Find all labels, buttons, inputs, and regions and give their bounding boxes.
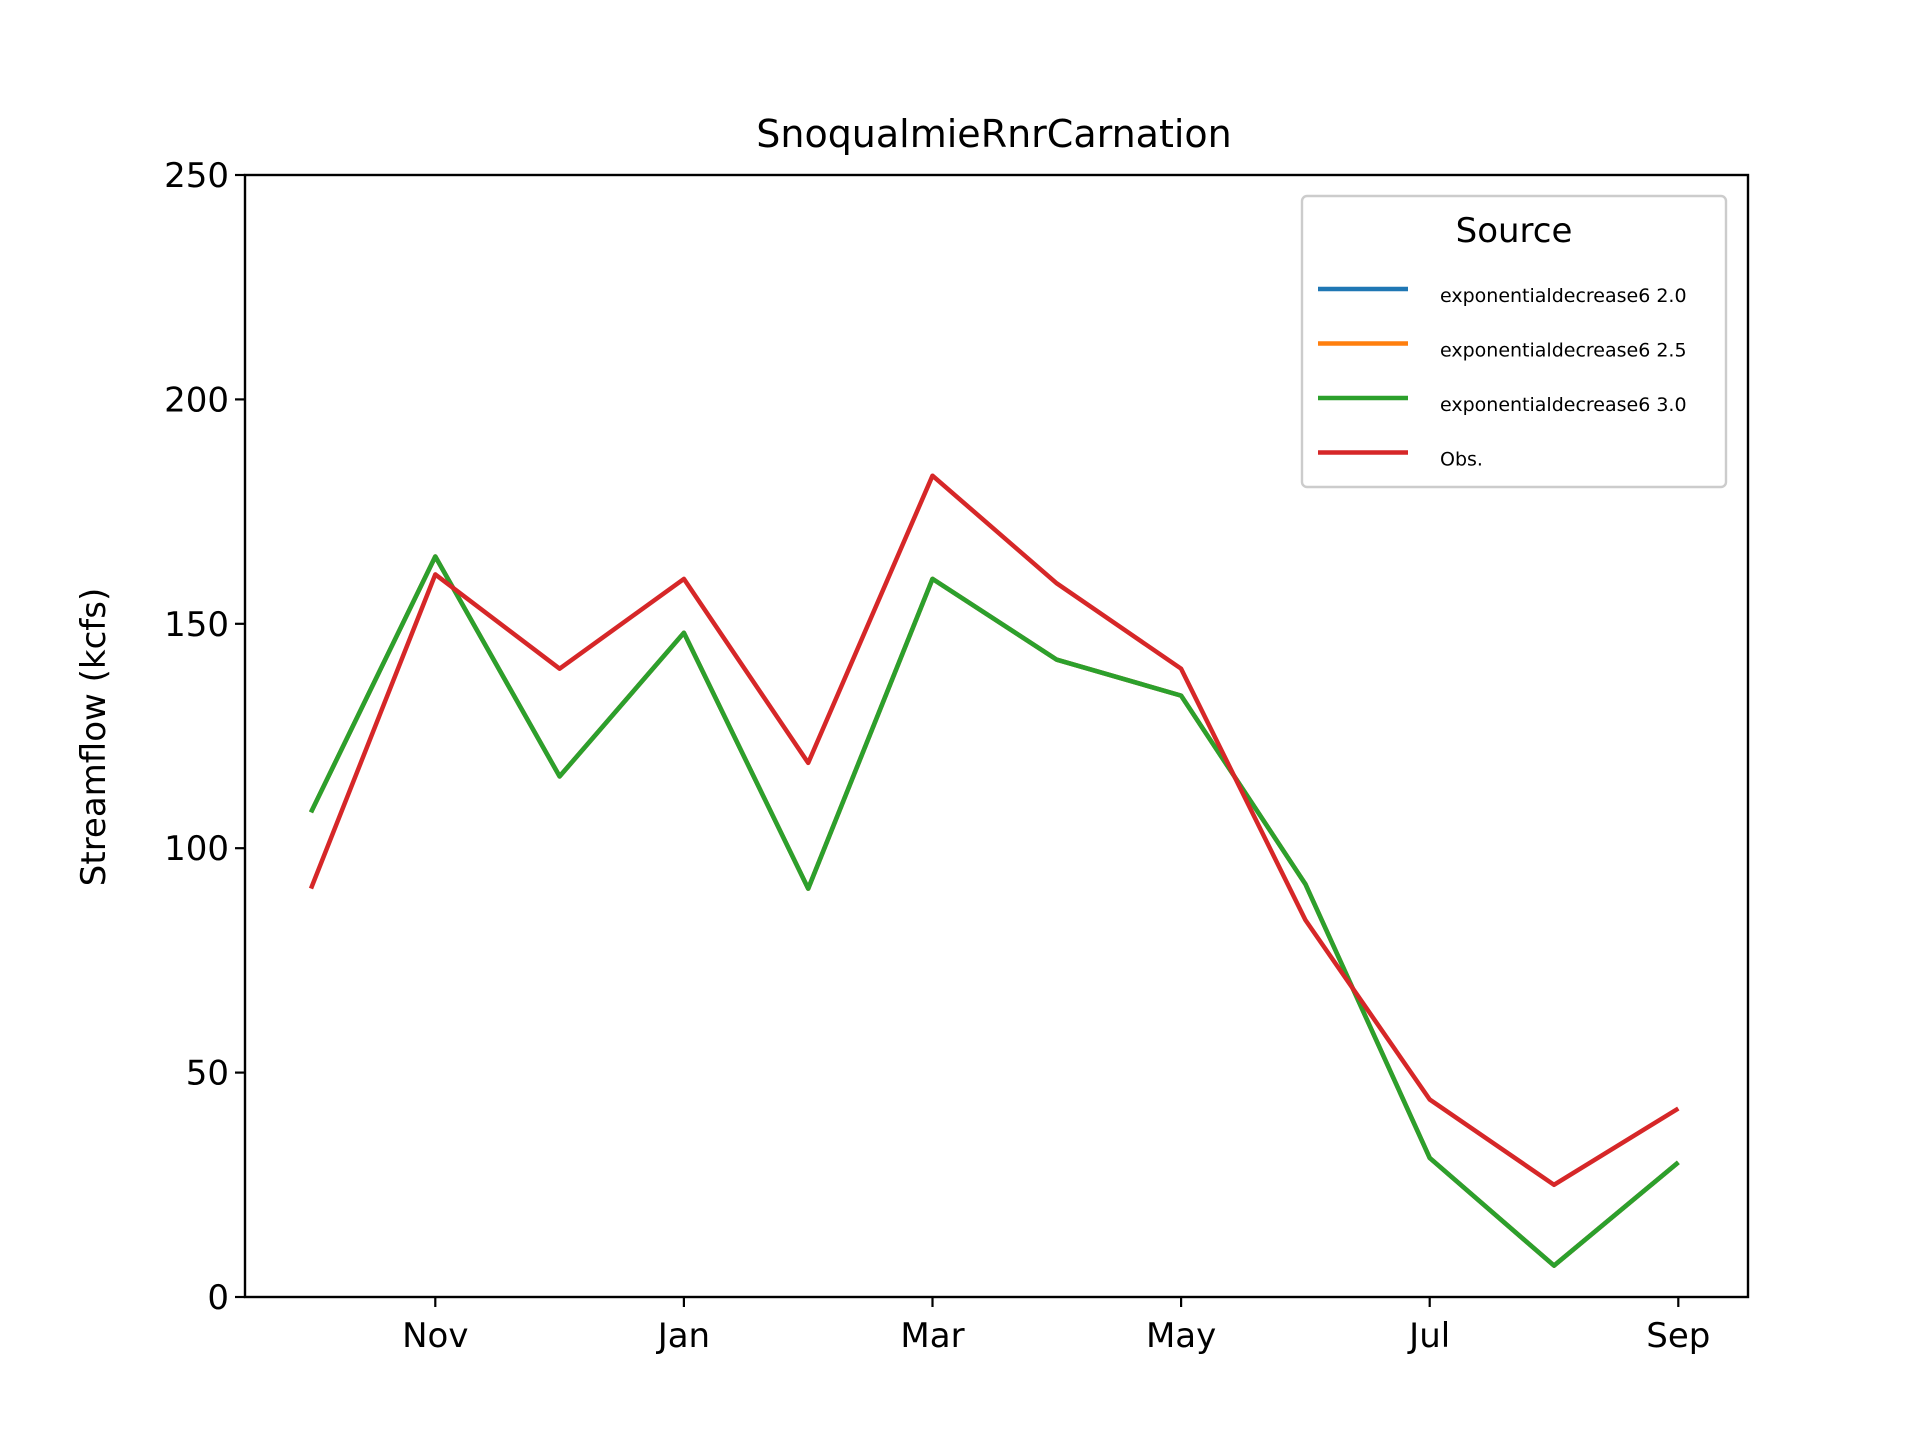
x-tick-label: Mar [900, 1316, 964, 1356]
y-tick-label: 50 [186, 1054, 229, 1094]
x-axis: Nov Jan Mar May Jul Sep [402, 1297, 1710, 1356]
legend-title: Source [1456, 211, 1573, 251]
legend-box [1300, 194, 1728, 489]
x-tick-label: Jan [656, 1316, 710, 1356]
y-tick-label: 200 [164, 380, 229, 420]
x-tick-label: Sep [1646, 1316, 1710, 1356]
legend: Source exponentialdecrease6 2.0exponenti… [1300, 194, 1728, 489]
series-line-2 [308, 554, 1680, 1268]
series-line-4 [308, 473, 1680, 1188]
y-axis-label: Streamflow (kcfs) [74, 588, 114, 886]
y-axis: 0 50 100 150 200 250 [164, 156, 245, 1318]
x-tick-label: Jul [1407, 1316, 1450, 1356]
x-tick-label: Nov [402, 1316, 468, 1356]
chart-title: SnoqualmieRnrCarnation [756, 112, 1232, 156]
y-tick-label: 0 [207, 1278, 229, 1318]
plot-lines [308, 473, 1680, 1268]
plot-area-frame [243, 173, 1750, 1299]
y-tick-label: 150 [164, 605, 229, 645]
series-line-1 [308, 554, 1680, 1268]
legend-label: exponentialdecrease6 2.5 [1440, 340, 1687, 362]
series-line-3 [308, 554, 1680, 1268]
legend-entries: exponentialdecrease6 2.0 exponentialdecre… [1318, 285, 1687, 471]
legend-label: exponentialdecrease6 2.0 [1440, 285, 1687, 307]
x-tick-label: May [1146, 1316, 1216, 1356]
y-tick-label: 250 [164, 156, 229, 196]
legend-label: exponentialdecrease6 3.0 [1440, 394, 1687, 416]
legend-label: Obs. [1440, 449, 1483, 471]
y-tick-label: 100 [164, 829, 229, 869]
